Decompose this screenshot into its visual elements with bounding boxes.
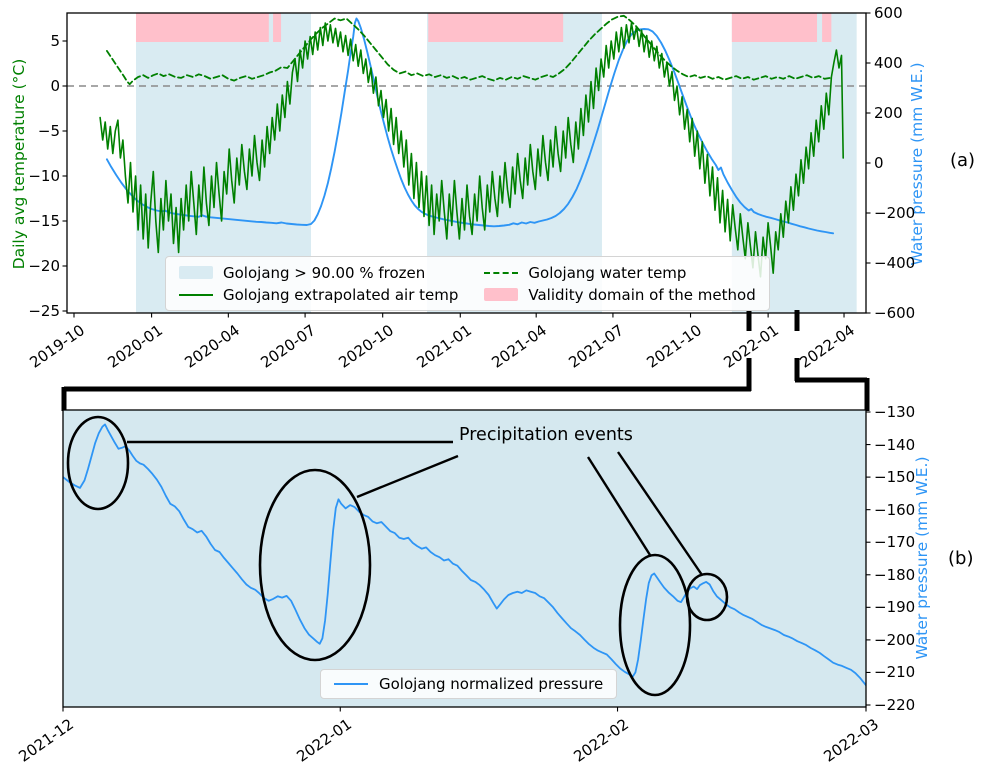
y-tick-label: −200	[874, 630, 916, 649]
y-tick-label: −180	[874, 565, 916, 584]
blue-line-swatch	[334, 683, 368, 685]
y-tick-label: −15	[28, 212, 60, 230]
y-tick-label: −10	[28, 167, 60, 185]
y-tick-label: −220	[874, 696, 916, 714]
y-tick-label: −20	[28, 257, 60, 275]
legend-label: Golojang extrapolated air temp	[223, 285, 459, 304]
legend-item-air-temp: Golojang extrapolated air temp	[179, 284, 458, 305]
y-tick-label: 400	[874, 54, 903, 72]
legend-label: Golojang > 90.00 % frozen	[223, 263, 426, 282]
precipitation-ellipse	[618, 553, 692, 697]
precipitation-ellipse	[258, 468, 372, 662]
y-tick-label: −25	[28, 302, 60, 320]
validity-band	[135, 13, 269, 42]
legend-item-validity: Validity domain of the method	[484, 284, 756, 305]
legend-label: Validity domain of the method	[528, 285, 756, 304]
panel-b-series-group	[63, 423, 866, 687]
validity-band	[273, 13, 282, 42]
validity-band	[428, 13, 564, 42]
y-tick-label: 0	[874, 154, 884, 172]
pressure-line-b	[63, 423, 866, 687]
frozen-patch-swatch	[179, 266, 213, 279]
panel-b-background	[63, 410, 866, 707]
precipitation-events-label: Precipitation events	[459, 425, 633, 445]
y-tick-label: −210	[874, 663, 916, 682]
y-tick-label: −160	[874, 500, 916, 519]
annotation-line	[356, 454, 459, 499]
y-tick-label: −400	[874, 254, 916, 272]
validity-patch-swatch	[484, 288, 519, 301]
legend-label: Golojang normalized pressure	[379, 675, 604, 693]
legend-item-water-temp: Golojang water temp	[484, 262, 755, 283]
pressure-line-a	[105, 17, 835, 235]
validity-band	[822, 13, 832, 42]
annotation-line	[617, 451, 703, 576]
solid-green-line-swatch	[179, 293, 213, 296]
y-tick-label: −170	[874, 533, 916, 552]
y-tick-label: −140	[874, 435, 916, 454]
panel-b-frame	[62, 409, 867, 708]
precipitation-ellipse	[685, 572, 729, 622]
precipitation-ellipse	[66, 415, 130, 511]
y-tick-label: 600	[874, 4, 903, 22]
annotation-line	[586, 456, 652, 556]
panel-a-tag: (a)	[950, 150, 976, 171]
y-tick-label: −130	[874, 403, 916, 421]
y-tick-label: −190	[874, 598, 916, 617]
y-tick-label: −5	[37, 122, 60, 140]
y-tick-label: 200	[874, 104, 903, 122]
legend-label: Golojang water temp	[528, 263, 687, 282]
legend-panel-b: Golojang normalized pressure	[320, 669, 618, 699]
air-temp-line	[99, 22, 845, 278]
validity-band	[731, 13, 818, 42]
y-tick-label: −600	[874, 304, 916, 322]
y-tick-label: 5	[50, 32, 60, 50]
panel-b-tag: (b)	[948, 548, 974, 569]
y-tick-label: −150	[874, 468, 916, 487]
legend-item-frozen: Golojang > 90.00 % frozen	[179, 262, 458, 283]
water-temp-line	[106, 14, 832, 86]
dashed-green-line-swatch	[484, 271, 519, 274]
y-tick-label: 0	[50, 77, 60, 95]
legend-panel-a: Golojang > 90.00 % frozen Golojang extra…	[165, 256, 770, 311]
y-tick-label: −200	[874, 204, 916, 222]
panel-a-series-group	[99, 14, 845, 278]
